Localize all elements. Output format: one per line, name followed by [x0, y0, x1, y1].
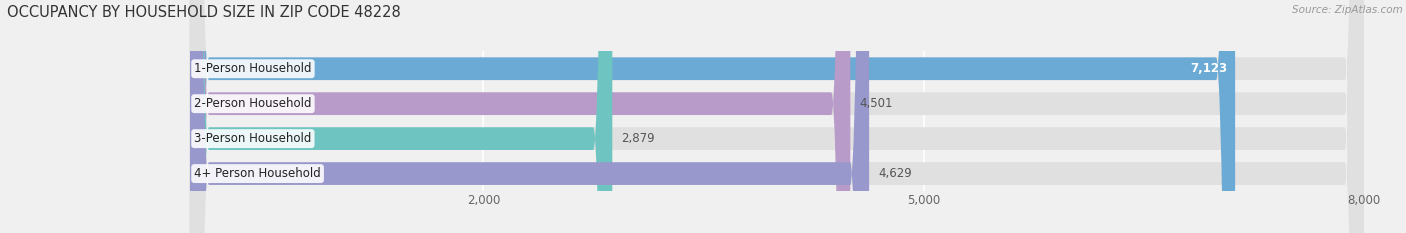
Text: 4+ Person Household: 4+ Person Household	[194, 167, 321, 180]
Text: 4,629: 4,629	[877, 167, 911, 180]
FancyBboxPatch shape	[190, 0, 1364, 233]
FancyBboxPatch shape	[190, 0, 612, 233]
Text: 3-Person Household: 3-Person Household	[194, 132, 312, 145]
FancyBboxPatch shape	[190, 0, 1364, 233]
FancyBboxPatch shape	[190, 0, 869, 233]
FancyBboxPatch shape	[190, 0, 851, 233]
FancyBboxPatch shape	[190, 0, 1234, 233]
Text: 1-Person Household: 1-Person Household	[194, 62, 312, 75]
FancyBboxPatch shape	[190, 0, 1364, 233]
FancyBboxPatch shape	[190, 0, 1364, 233]
Text: 2,879: 2,879	[621, 132, 655, 145]
Text: 4,501: 4,501	[859, 97, 893, 110]
Text: 7,123: 7,123	[1191, 62, 1227, 75]
Text: Source: ZipAtlas.com: Source: ZipAtlas.com	[1292, 5, 1403, 15]
Text: 2-Person Household: 2-Person Household	[194, 97, 312, 110]
Text: OCCUPANCY BY HOUSEHOLD SIZE IN ZIP CODE 48228: OCCUPANCY BY HOUSEHOLD SIZE IN ZIP CODE …	[7, 5, 401, 20]
